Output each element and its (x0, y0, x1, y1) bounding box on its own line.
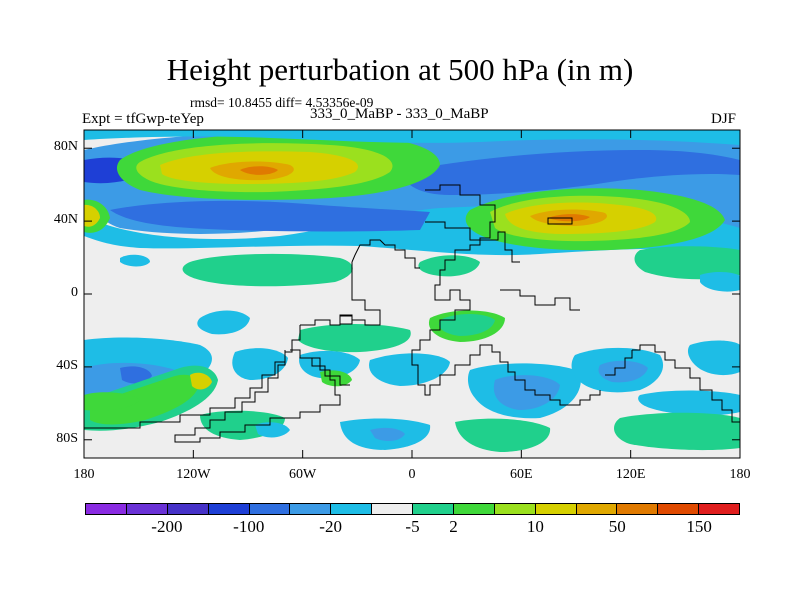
colorbar-box (249, 504, 291, 514)
colorbar-box (413, 504, 454, 514)
colorbar-box (535, 504, 577, 514)
colorbar-label: 150 (686, 517, 712, 536)
y-tick-label: 80S (56, 430, 78, 446)
experiment-label: Expt = tfGwp-teYep (82, 111, 204, 127)
x-tick-label: 180 (73, 467, 95, 482)
colorbar-box (576, 504, 618, 514)
colorbar-box (86, 504, 127, 514)
colorbar-box (658, 504, 700, 514)
x-tick-label: 0 (408, 467, 416, 482)
colorbar-box (290, 504, 332, 514)
map-title: Height perturbation at 500 hPa (in m) (166, 52, 634, 87)
colorbar-label: -20 (319, 517, 342, 536)
colorbar-label: -200 (151, 517, 183, 536)
case-id-label: 333_0_MaBP - 333_0_MaBP (310, 106, 489, 122)
coastline-south-america (174, 325, 341, 443)
colorbar-box (494, 504, 536, 514)
map-plot (83, 129, 741, 459)
x-tick-label: 60E (510, 467, 533, 482)
contour-field (84, 130, 740, 452)
y-tick-label: 40N (53, 212, 78, 228)
coastline-south-america-east (290, 349, 350, 386)
x-tick-label: 60W (289, 467, 317, 482)
y-tick-label: 0 (71, 285, 78, 300)
x-tick-label: 120E (615, 467, 646, 482)
coastline-layer (84, 184, 740, 443)
y-tick-label: 80N (53, 139, 78, 155)
colorbar-box (331, 504, 373, 514)
colorbar-box (208, 504, 250, 514)
coastline-australia-inner (605, 350, 633, 376)
x-tick-label: 180 (729, 467, 751, 482)
colorbar-box (453, 504, 495, 514)
x-tick-label: 120W (176, 467, 211, 482)
colorbar-label: 2 (449, 517, 458, 536)
coastline-arabia-asia (425, 221, 520, 263)
colorbar-box (372, 504, 413, 514)
coastline-island (339, 315, 353, 325)
coastline-americas-west (351, 239, 420, 269)
colorbar-box (126, 504, 168, 514)
y-tick-label: 40S (56, 357, 78, 373)
coastline-indian-ocean (500, 289, 580, 311)
coastline-australia (632, 344, 740, 423)
colorbar (85, 503, 740, 515)
colorbar-box (699, 504, 739, 514)
axis-ticks (83, 130, 741, 458)
coastline-africa-europe (411, 184, 601, 406)
colorbar-label: -5 (405, 517, 420, 536)
colorbar-label: 10 (526, 517, 544, 536)
coastline-antarctica (84, 350, 286, 429)
colorbar-box (617, 504, 659, 514)
stats-line: rmsd= 10.8455 diff= 4.53356e-09 (190, 95, 374, 110)
colorbar-box (167, 504, 209, 514)
coastline-tibet-box (547, 217, 573, 225)
colorbar-label: 50 (608, 517, 626, 536)
colorbar-label: -100 (233, 517, 265, 536)
season-label: DJF (711, 111, 737, 127)
